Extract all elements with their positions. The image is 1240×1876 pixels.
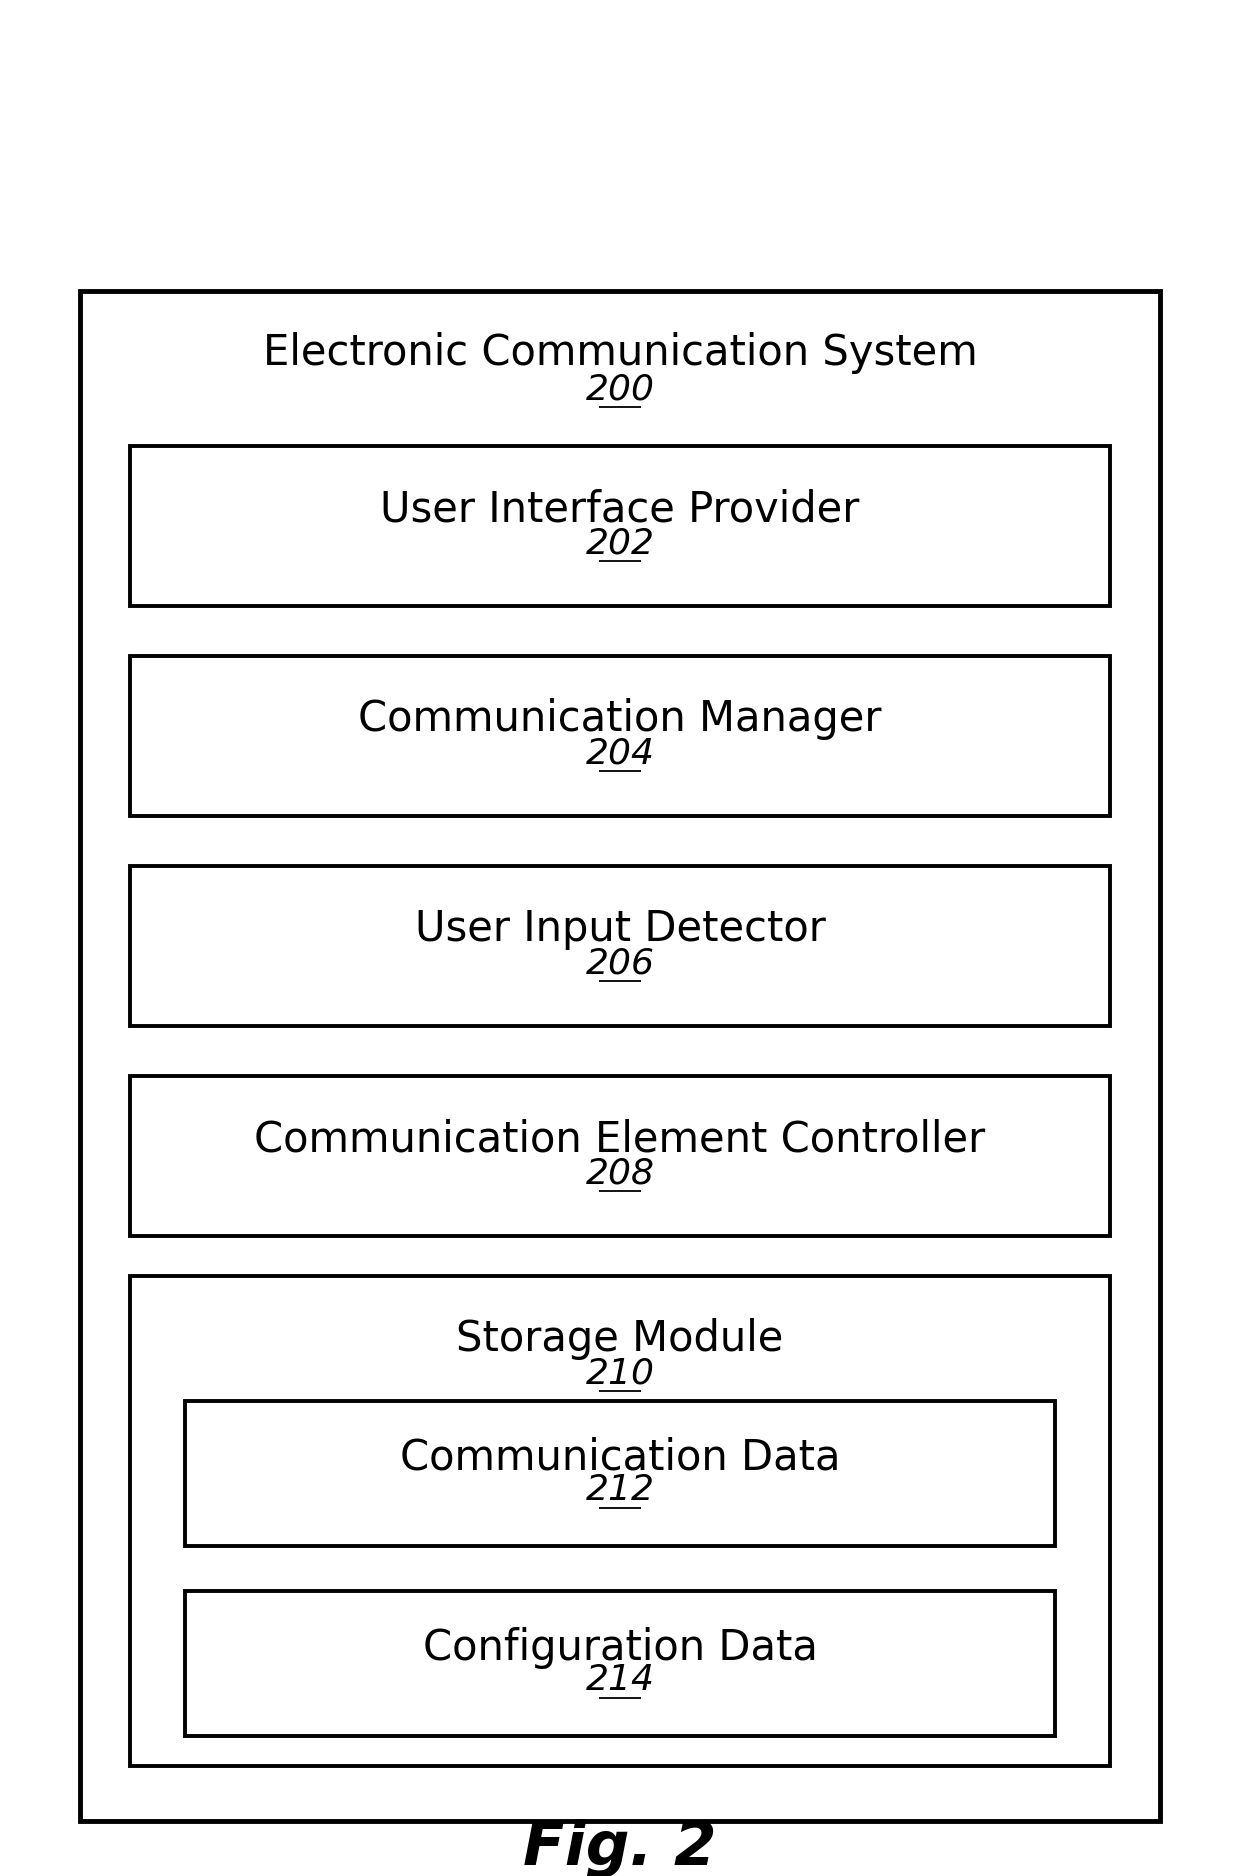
Text: 202: 202 bbox=[585, 525, 655, 561]
Text: Storage Module: Storage Module bbox=[456, 1319, 784, 1360]
Text: Communication Data: Communication Data bbox=[399, 1437, 841, 1478]
Bar bbox=[130, 867, 1110, 1026]
Bar bbox=[130, 657, 1110, 816]
Text: Fig. 2: Fig. 2 bbox=[523, 1818, 717, 1876]
Bar bbox=[185, 1591, 1055, 1735]
Text: 200: 200 bbox=[585, 371, 655, 405]
Bar bbox=[130, 446, 1110, 606]
Bar bbox=[130, 1276, 1110, 1765]
Text: Electronic Communication System: Electronic Communication System bbox=[263, 332, 977, 373]
Text: 210: 210 bbox=[585, 1356, 655, 1390]
Text: Communication Element Controller: Communication Element Controller bbox=[254, 1118, 986, 1159]
Text: 206: 206 bbox=[585, 946, 655, 979]
Text: 214: 214 bbox=[585, 1662, 655, 1696]
Text: Communication Manager: Communication Manager bbox=[358, 698, 882, 739]
Bar bbox=[130, 1077, 1110, 1236]
Text: Configuration Data: Configuration Data bbox=[423, 1626, 817, 1668]
Text: 208: 208 bbox=[585, 1156, 655, 1189]
Text: 212: 212 bbox=[585, 1473, 655, 1506]
Text: User Interface Provider: User Interface Provider bbox=[381, 488, 859, 531]
Bar bbox=[81, 291, 1159, 1822]
Text: 204: 204 bbox=[585, 735, 655, 769]
Text: User Input Detector: User Input Detector bbox=[414, 908, 826, 949]
Bar bbox=[185, 1401, 1055, 1546]
